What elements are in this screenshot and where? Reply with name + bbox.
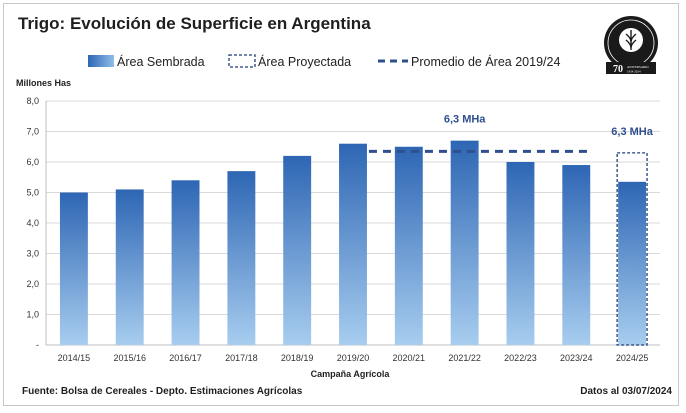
data-label: 6,3 MHa: [611, 126, 653, 138]
y-tick-label: 7,0: [26, 127, 39, 137]
legend: Área Sembrada Área Proyectada Promedio d…: [88, 54, 560, 69]
y-axis-title: Millones Has: [16, 78, 71, 88]
x-tick-label: 2020/21: [393, 353, 426, 363]
y-tick-label: 4,0: [26, 218, 39, 228]
y-tick-label: -: [36, 340, 39, 350]
bar-area-sembrada: [562, 165, 591, 345]
x-tick-label: 2016/17: [169, 353, 202, 363]
x-tick-label: 2018/19: [281, 353, 314, 363]
x-tick-label: 2022/23: [504, 353, 537, 363]
data-label: 6,3 MHa: [444, 114, 486, 126]
bar-area-proyectada: [616, 152, 648, 346]
x-axis: 2014/15 2015/16 2016/17 2017/18 2018/19 2019/…: [58, 353, 649, 363]
x-axis-title: Campaña Agrícola: [311, 369, 391, 379]
x-tick-label: 2023/24: [560, 353, 593, 363]
x-tick-label: 2014/15: [58, 353, 91, 363]
x-tick-label: 2015/16: [113, 353, 146, 363]
bar-area-sembrada: [618, 181, 647, 345]
y-axis: - 1,0 2,0 3,0 4,0 5,0 6,0 7,0 8,0: [26, 96, 39, 350]
legend-swatch-proyectada: [228, 54, 256, 68]
bar-area-sembrada: [450, 140, 479, 345]
legend-label-sembrada: Área Sembrada: [117, 54, 205, 69]
x-tick-label: 2017/18: [225, 353, 258, 363]
x-tick-label: 2024/25: [616, 353, 649, 363]
y-tick-label: 2,0: [26, 279, 39, 289]
chart-title: Trigo: Evolución de Superficie en Argent…: [18, 14, 371, 33]
y-tick-label: 5,0: [26, 188, 39, 198]
y-tick-label: 6,0: [26, 157, 39, 167]
y-tick-label: 8,0: [26, 96, 39, 106]
x-tick-label: 2021/22: [448, 353, 481, 363]
y-tick-label: 3,0: [26, 249, 39, 259]
bars: [59, 140, 647, 345]
bar-area-sembrada: [59, 192, 88, 345]
svg-text:1954 2024: 1954 2024: [627, 70, 641, 74]
x-tick-label: 2019/20: [337, 353, 370, 363]
bolsa-de-cereales-seal-logo: 70 ANIVERSARIO 1954 2024: [604, 16, 658, 75]
bar-area-sembrada: [506, 162, 535, 345]
y-tick-label: 1,0: [26, 310, 39, 320]
bar-area-sembrada: [115, 189, 144, 345]
legend-label-promedio: Promedio de Área 2019/24: [411, 54, 560, 69]
bar-area-sembrada: [171, 180, 200, 345]
bar-area-sembrada: [339, 143, 367, 345]
overlays: 6,3 MHa 6,3 MHa: [368, 114, 654, 346]
bar-area-sembrada: [227, 171, 256, 345]
legend-label-proyectada: Área Proyectada: [258, 54, 351, 69]
svg-text:ANIVERSARIO: ANIVERSARIO: [627, 65, 649, 69]
bar-area-sembrada: [394, 146, 423, 345]
footer-source: Fuente: Bolsa de Cereales - Depto. Estim…: [22, 386, 303, 397]
footer-date: Datos al 03/07/2024: [580, 386, 672, 397]
legend-swatch-sembrada: [88, 55, 114, 67]
seal-badge: 70: [613, 64, 623, 75]
bar-area-sembrada: [283, 155, 312, 345]
